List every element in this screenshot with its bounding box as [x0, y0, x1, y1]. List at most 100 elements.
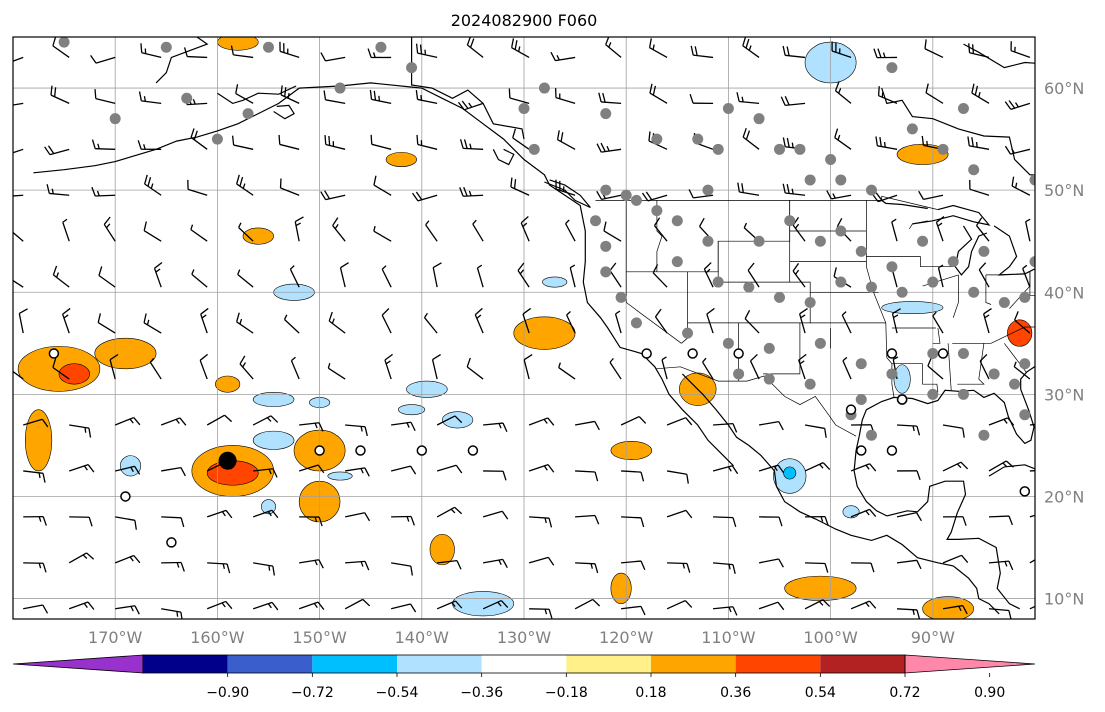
wind-barb: [23, 604, 49, 614]
station-marker: [886, 62, 898, 74]
wind-barb: [566, 311, 576, 334]
wind-barb: [373, 175, 392, 196]
wind-barb: [932, 311, 944, 334]
station-marker: [968, 286, 980, 298]
wind-barb: [979, 353, 990, 380]
wind-barb: [476, 264, 484, 288]
figure-title: 2024082900 F060: [451, 11, 598, 30]
station-marker: [855, 358, 867, 370]
wind-barb: [236, 174, 254, 196]
wind-barb: [575, 470, 599, 482]
colorbar-segment: [820, 655, 905, 673]
wind-barb: [759, 516, 783, 527]
wind-barb: [834, 81, 852, 104]
wind-barb: [1029, 514, 1035, 518]
shaded-region: [406, 380, 448, 398]
political-border: [957, 343, 985, 385]
open-station-marker: [120, 491, 131, 502]
coastline: [681, 373, 1000, 615]
shaded-region: [513, 316, 576, 350]
wind-barb: [280, 85, 300, 104]
station-marker: [671, 256, 683, 268]
wind-barb: [805, 562, 829, 573]
wind-barb: [924, 39, 944, 59]
wind-barb: [187, 179, 208, 196]
station-marker: [774, 291, 785, 303]
shaded-region: [922, 596, 974, 619]
wind-barb: [298, 464, 325, 474]
wind-barb: [50, 85, 70, 104]
wind-barb: [666, 599, 693, 610]
wind-barb: [758, 558, 784, 568]
open-station-marker: [687, 348, 698, 359]
open-station-marker: [355, 445, 366, 456]
coastline: [988, 464, 1035, 477]
shaded-region: [385, 152, 417, 167]
station-marker: [886, 368, 898, 380]
wind-barb: [290, 356, 300, 380]
wind-barb: [522, 307, 532, 334]
colorbar-tick-label: −0.72: [291, 685, 334, 701]
shaded-region: [252, 430, 295, 450]
wind-barb: [160, 417, 187, 426]
station-marker: [406, 62, 418, 74]
station-marker: [702, 235, 714, 247]
wind-barb: [969, 179, 990, 196]
station-marker: [242, 108, 254, 120]
wind-barb: [988, 417, 1015, 426]
wind-barb: [345, 424, 368, 437]
wind-barb: [114, 416, 141, 426]
shaded-region: [252, 392, 295, 407]
shaded-region: [896, 143, 949, 165]
wind-barb: [149, 357, 162, 380]
open-station-marker: [937, 348, 949, 359]
station-marker: [804, 174, 816, 186]
wind-barb: [897, 470, 921, 480]
political-border: [985, 274, 992, 305]
colorbar-extend-high: [904, 654, 1036, 674]
wind-barb: [621, 560, 646, 570]
station-marker: [947, 256, 959, 268]
wind-barb: [850, 600, 877, 610]
wind-barb: [384, 353, 393, 380]
coastline: [881, 199, 928, 210]
open-station-marker: [641, 348, 652, 359]
wind-barb: [689, 93, 714, 105]
wind-barb: [52, 358, 70, 380]
wind-barb: [114, 554, 141, 564]
station-marker: [600, 108, 612, 120]
station-marker: [538, 82, 550, 94]
wind-barb: [69, 516, 93, 527]
station-marker: [702, 184, 714, 196]
wind-barb: [299, 559, 324, 569]
wind-barb: [896, 512, 922, 522]
wind-barb: [523, 353, 533, 380]
wind-barb: [758, 420, 784, 431]
wind-barb: [278, 134, 300, 150]
station-marker: [334, 82, 346, 94]
station-marker: [181, 92, 193, 104]
wind-barb: [323, 90, 346, 105]
wind-barb: [988, 460, 1014, 472]
wind-barb: [565, 219, 576, 242]
wind-barb: [299, 422, 324, 432]
colorbar-segment: [566, 655, 651, 673]
station-marker: [804, 378, 816, 390]
wind-barb: [620, 415, 647, 426]
wind-barb: [896, 559, 922, 570]
wind-barb: [798, 353, 807, 380]
wind-barb: [967, 136, 990, 150]
political-border: [922, 363, 939, 393]
wind-barb: [667, 562, 691, 573]
station-marker: [814, 337, 826, 349]
wind-barb: [423, 312, 438, 334]
wind-barb: [345, 467, 370, 477]
station-marker: [211, 133, 223, 145]
station-marker: [906, 123, 918, 135]
wind-barb: [598, 92, 622, 105]
longitude-tick-label: 120°W: [599, 628, 654, 647]
station-marker: [692, 133, 704, 145]
station-marker: [968, 164, 980, 176]
colorbar-segment: [312, 655, 397, 673]
wind-barb: [842, 356, 852, 380]
